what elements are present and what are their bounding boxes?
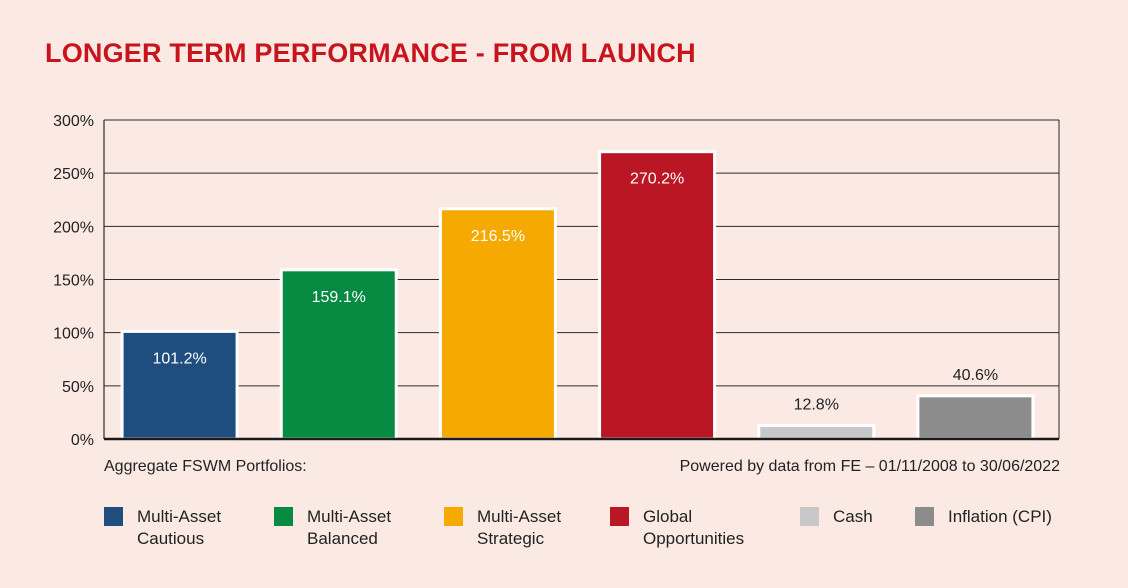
legend-label-line: Opportunities: [643, 529, 745, 548]
bar: [757, 423, 876, 441]
y-tick-label: 200%: [53, 219, 94, 236]
legend-label-line: Cash: [833, 507, 873, 526]
y-tick-label: 150%: [53, 273, 94, 290]
legend-label: Multi-Asset Cautious: [137, 506, 221, 550]
y-tick-label: 50%: [62, 379, 94, 396]
legend-item: Multi-Asset Cautious: [104, 506, 221, 550]
legend-swatch: [274, 507, 293, 526]
legend-label-line: Multi-Asset: [307, 507, 392, 526]
legend-swatch: [104, 507, 123, 526]
legend-item: Multi-Asset Strategic: [444, 506, 561, 550]
chart-legend: Multi-Asset Cautious Multi-Asset Balanced Mu…: [104, 506, 1084, 566]
data-label: 159.1%: [312, 289, 366, 306]
y-tick-label: 0%: [71, 432, 94, 449]
legend-label: Multi-Asset Balanced: [307, 506, 391, 550]
legend-item: Global Opportunities: [610, 506, 744, 550]
legend-swatch: [915, 507, 934, 526]
chart-title: LONGER TERM PERFORMANCE - FROM LAUNCH: [45, 38, 696, 68]
y-tick-label: 300%: [53, 113, 94, 130]
legend-item: Inflation (CPI): [915, 506, 1052, 528]
legend-label-line: Multi-Asset: [137, 507, 222, 526]
legend-item: Cash: [800, 506, 873, 528]
legend-label: Inflation (CPI): [948, 506, 1052, 528]
legend-label-line: Strategic: [477, 529, 545, 548]
legend-swatch: [444, 507, 463, 526]
data-source-caption: Powered by data from FE – 01/11/2008 to …: [679, 458, 1060, 475]
legend-label-line: Balanced: [307, 529, 378, 548]
data-label: 101.2%: [152, 350, 206, 367]
legend-label: Multi-Asset Strategic: [477, 506, 561, 550]
bar: [916, 394, 1035, 441]
legend-label-line: Inflation (CPI): [948, 507, 1052, 526]
legend-swatch: [610, 507, 629, 526]
data-label: 40.6%: [953, 367, 998, 384]
legend-label: Global Opportunities: [643, 506, 744, 550]
legend-label: Cash: [833, 506, 873, 528]
bar: [279, 268, 398, 441]
bar: [598, 150, 717, 441]
legend-label-line: Multi-Asset: [477, 507, 562, 526]
bar: [120, 329, 239, 441]
legend-swatch: [800, 507, 819, 526]
legend-label-line: Cautious: [137, 529, 205, 548]
portfolio-caption: Aggregate FSWM Portfolios:: [104, 458, 307, 475]
y-tick-label: 250%: [53, 166, 94, 183]
data-label: 12.8%: [794, 396, 839, 413]
data-label: 216.5%: [471, 228, 525, 245]
y-tick-label: 100%: [53, 326, 94, 343]
legend-label-line: Global: [643, 507, 693, 526]
legend-item: Multi-Asset Balanced: [274, 506, 391, 550]
bar: [438, 207, 557, 441]
data-label: 270.2%: [630, 171, 684, 188]
